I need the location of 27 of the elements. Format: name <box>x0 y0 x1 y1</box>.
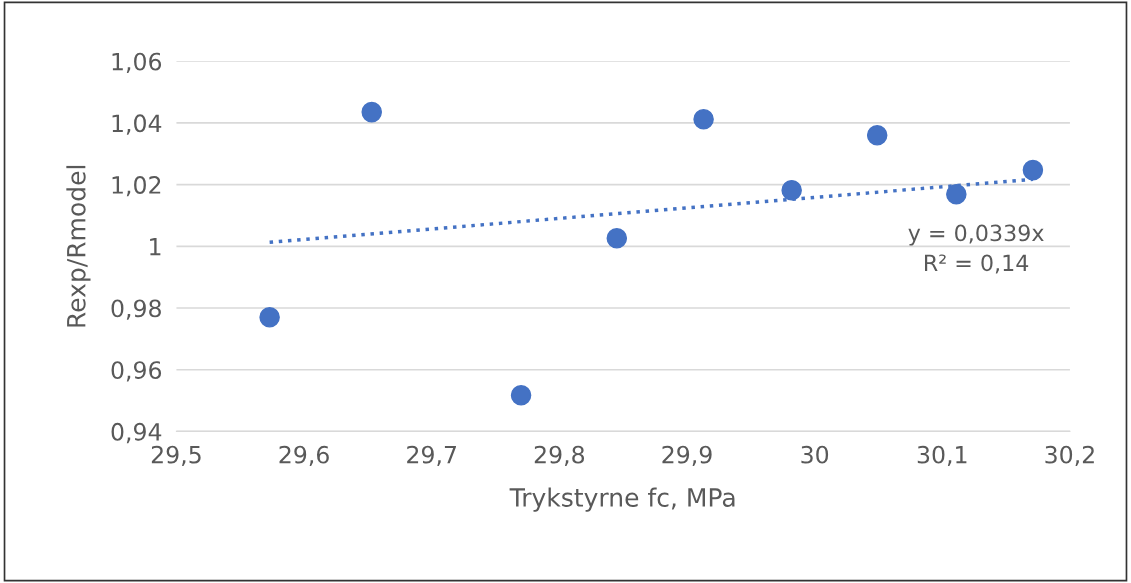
y-tick-label: 0,98 <box>111 299 161 320</box>
x-tick-label: 29,5 <box>151 445 201 466</box>
y-tick-label: 1,06 <box>112 52 162 73</box>
annotation: y = 0,0339x R² = 0,14 <box>908 224 1044 274</box>
y-tick-label: 1,04 <box>112 114 162 135</box>
x-axis-title: Trykstyrne fc, MPa <box>509 487 735 512</box>
y-tick-label: 1 <box>150 238 161 256</box>
x-tick-label: 30,2 <box>1045 445 1094 466</box>
point <box>1022 159 1044 181</box>
point <box>510 385 532 406</box>
x-tick-label: 30 <box>801 445 829 464</box>
point <box>361 101 382 123</box>
x-tick-label: 30,1 <box>917 445 967 466</box>
x-tick-label: 29,7 <box>407 445 456 466</box>
point <box>866 124 888 146</box>
point <box>693 108 714 130</box>
y-tick-label: 1,02 <box>112 176 161 197</box>
point <box>946 183 967 205</box>
point <box>259 307 280 328</box>
y-tick-label: 0,94 <box>111 422 162 444</box>
point <box>781 179 802 201</box>
y-tick-label: 0,96 <box>111 361 162 382</box>
y-axis-title: Rexp/Rmodel <box>66 165 91 327</box>
x-tick-label: 29,6 <box>279 445 329 466</box>
point <box>606 228 628 249</box>
x-tick-label: 29,8 <box>534 445 585 466</box>
x-tick-label: 29,9 <box>662 445 712 466</box>
